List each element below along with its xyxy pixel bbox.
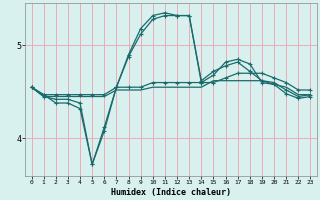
X-axis label: Humidex (Indice chaleur): Humidex (Indice chaleur) [111, 188, 231, 197]
